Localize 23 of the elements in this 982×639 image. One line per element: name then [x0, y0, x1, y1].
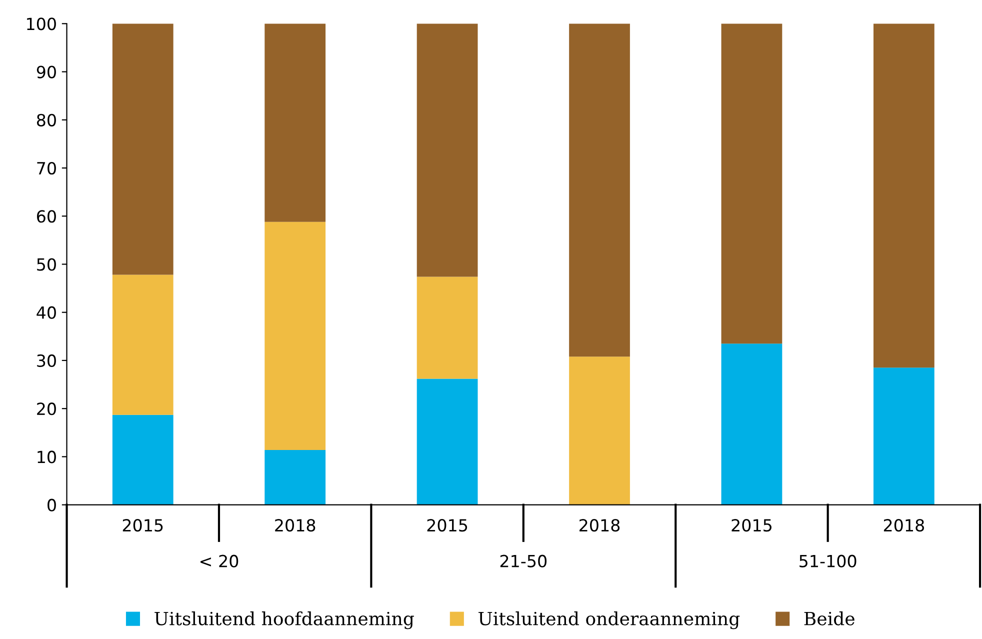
y-tick-label: 80: [36, 114, 56, 126]
y-tick-label: 100: [27, 18, 56, 30]
text: 21-50: [500, 554, 547, 568]
x-tick-label: 2018: [884, 518, 924, 532]
legend-label: Beide: [804, 611, 854, 626]
y-tick-label: 50: [37, 258, 56, 271]
text: 51-100: [800, 554, 856, 568]
y-tick-label: 10: [38, 450, 56, 464]
x-tick-label: 2015: [122, 518, 163, 532]
x-tick-label: 2018: [580, 518, 620, 532]
x-tick-label: 2015: [732, 518, 772, 532]
x-tick-label: 2018: [275, 518, 316, 532]
y-tick-label: 0: [48, 498, 56, 512]
y-tick-label: 20: [37, 402, 56, 416]
x-tick-label: 2015: [427, 518, 468, 532]
y-tick-label: 60: [37, 210, 56, 223]
legend-label: Uitsluitend onderaanneming: [478, 611, 740, 630]
y-tick-label: 30: [37, 354, 56, 368]
legend-label: Uitsluitend hoofdaanneming: [154, 611, 414, 630]
text: < 20: [200, 554, 238, 568]
y-tick-label: 70: [37, 162, 56, 175]
y-tick-label: 40: [36, 306, 56, 319]
y-tick-label: 90: [36, 66, 56, 78]
